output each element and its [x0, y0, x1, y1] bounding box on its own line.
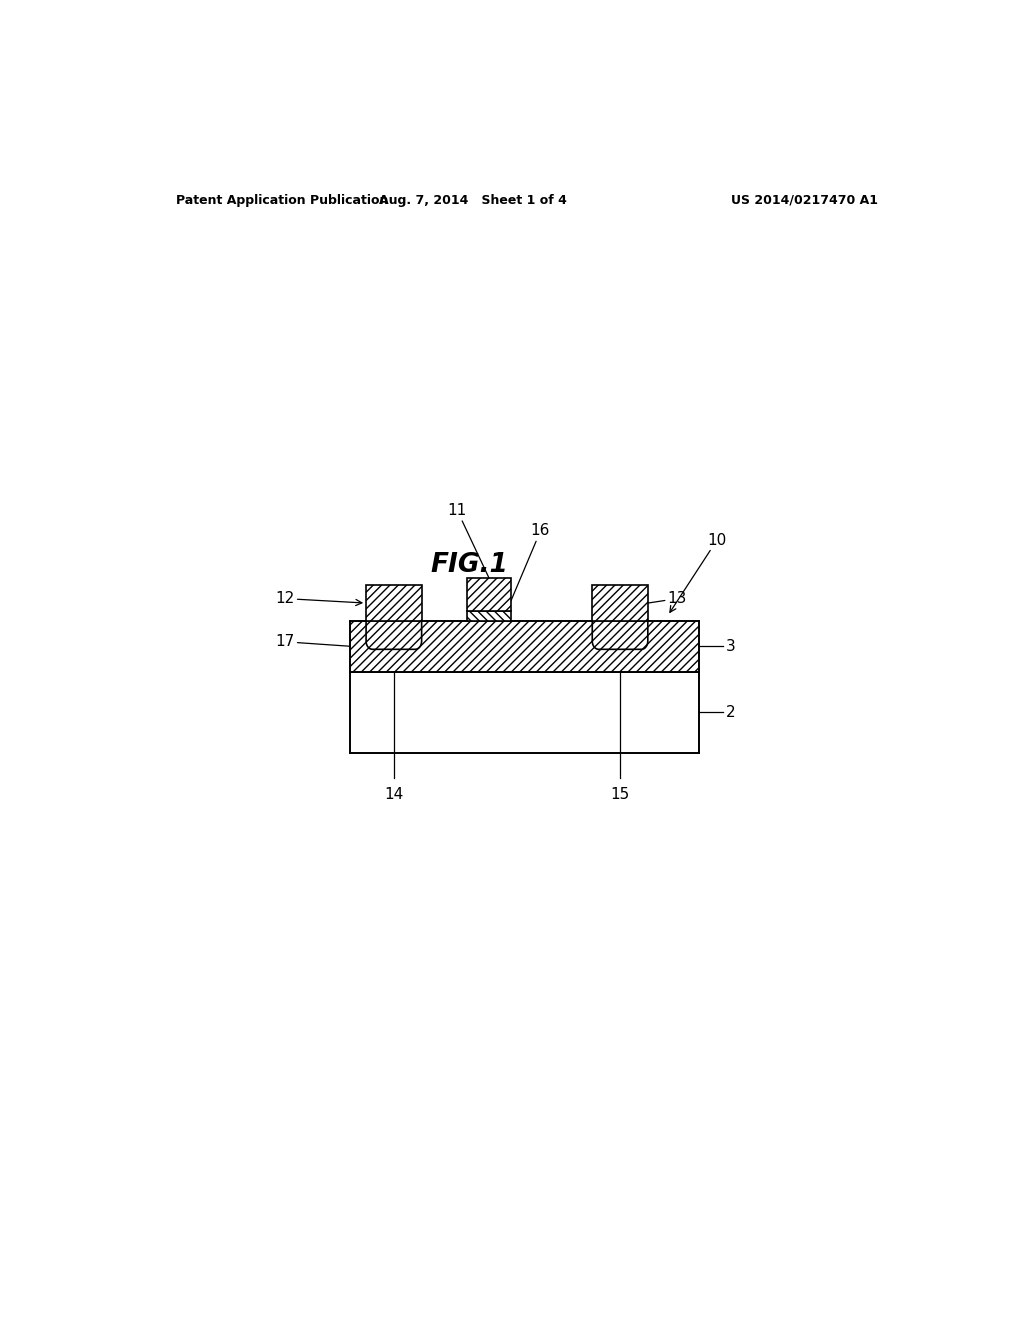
Polygon shape: [592, 620, 648, 649]
Polygon shape: [467, 578, 511, 611]
Polygon shape: [350, 672, 699, 752]
Text: 3: 3: [726, 639, 735, 653]
Polygon shape: [350, 620, 699, 672]
Text: 12: 12: [275, 591, 361, 606]
Text: 16: 16: [511, 524, 550, 601]
Polygon shape: [467, 611, 511, 620]
Text: Patent Application Publication: Patent Application Publication: [176, 194, 388, 207]
Polygon shape: [592, 585, 648, 620]
Text: 14: 14: [384, 787, 403, 801]
Polygon shape: [367, 620, 422, 649]
Text: 10: 10: [670, 533, 727, 612]
Text: 17: 17: [275, 635, 350, 649]
Text: FIG.1: FIG.1: [430, 552, 508, 578]
Text: 13: 13: [648, 591, 687, 606]
Text: 15: 15: [610, 787, 630, 801]
Polygon shape: [367, 585, 422, 620]
Text: 2: 2: [726, 705, 735, 719]
Text: Aug. 7, 2014   Sheet 1 of 4: Aug. 7, 2014 Sheet 1 of 4: [379, 194, 567, 207]
Text: US 2014/0217470 A1: US 2014/0217470 A1: [731, 194, 878, 207]
Text: 11: 11: [447, 503, 489, 578]
